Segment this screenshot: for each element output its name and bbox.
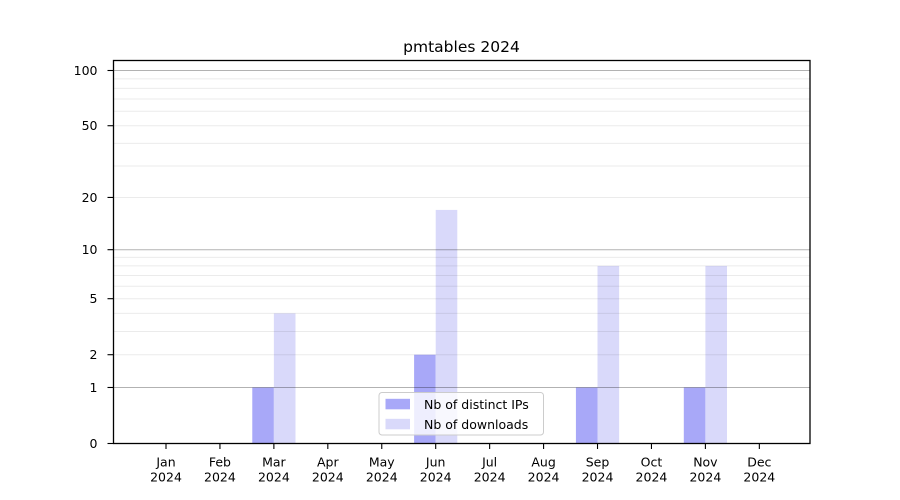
bar-distinct-ips-sep xyxy=(575,387,598,444)
y-tick-label: 5 xyxy=(90,291,98,306)
legend-box xyxy=(378,392,544,436)
x-tick-label-year: 2024 xyxy=(474,470,506,485)
x-tick-label-month: Oct xyxy=(641,455,663,470)
x-tick-label-year: 2024 xyxy=(258,470,290,485)
legend-label-distinct-ips: Nb of distinct IPs xyxy=(424,397,529,412)
bar-downloads-mar xyxy=(273,313,296,444)
x-tick-label-year: 2024 xyxy=(743,470,775,485)
y-tick-label: 1 xyxy=(90,380,98,395)
x-tick-label-year: 2024 xyxy=(582,470,614,485)
x-tick-label-month: Jul xyxy=(481,455,497,470)
legend-label-downloads: Nb of downloads xyxy=(424,417,528,432)
x-tick-label-year: 2024 xyxy=(689,470,721,485)
y-tick-label: 10 xyxy=(82,242,98,257)
x-tick-label-month: Aug xyxy=(531,455,555,470)
y-tick-label: 50 xyxy=(82,118,98,133)
bar-downloads-nov xyxy=(705,265,727,444)
bar-distinct-ips-nov xyxy=(683,387,706,444)
x-tick-label-year: 2024 xyxy=(636,470,668,485)
x-tick-label-month: Jun xyxy=(425,455,446,470)
x-tick-label-month: Dec xyxy=(747,455,771,470)
x-tick-label-year: 2024 xyxy=(150,470,182,485)
x-tick-label-month: May xyxy=(369,455,395,470)
x-tick-label-year: 2024 xyxy=(420,470,452,485)
x-tick-label-month: Apr xyxy=(317,455,339,470)
y-tick-label: 100 xyxy=(74,63,98,78)
y-tick-label: 0 xyxy=(90,436,98,451)
plot-border xyxy=(112,59,811,445)
bar-downloads-jun xyxy=(435,209,458,444)
x-tick-label-year: 2024 xyxy=(528,470,560,485)
chart-title: pmtables 2024 xyxy=(403,38,520,56)
y-tick-label: 2 xyxy=(90,347,98,362)
x-tick-label-month: Jan xyxy=(155,455,175,470)
plot-area: 0125102050100Jan2024Feb2024Mar2024Apr202… xyxy=(74,59,811,485)
x-tick-label-year: 2024 xyxy=(312,470,344,485)
legend-swatch-downloads xyxy=(385,418,410,430)
y-tick-label: 20 xyxy=(82,190,98,205)
legend: Nb of distinct IPs Nb of downloads xyxy=(378,392,544,436)
x-tick-label-year: 2024 xyxy=(366,470,398,485)
bar-distinct-ips-mar xyxy=(252,387,274,444)
x-tick-label-month: Mar xyxy=(262,455,286,470)
x-tick-label-year: 2024 xyxy=(204,470,236,485)
x-tick-label-month: Feb xyxy=(209,455,231,470)
bar-downloads-sep xyxy=(597,265,620,444)
x-tick-label-month: Nov xyxy=(693,455,718,470)
x-tick-label-month: Sep xyxy=(586,455,610,470)
legend-swatch-distinct-ips xyxy=(385,398,410,410)
